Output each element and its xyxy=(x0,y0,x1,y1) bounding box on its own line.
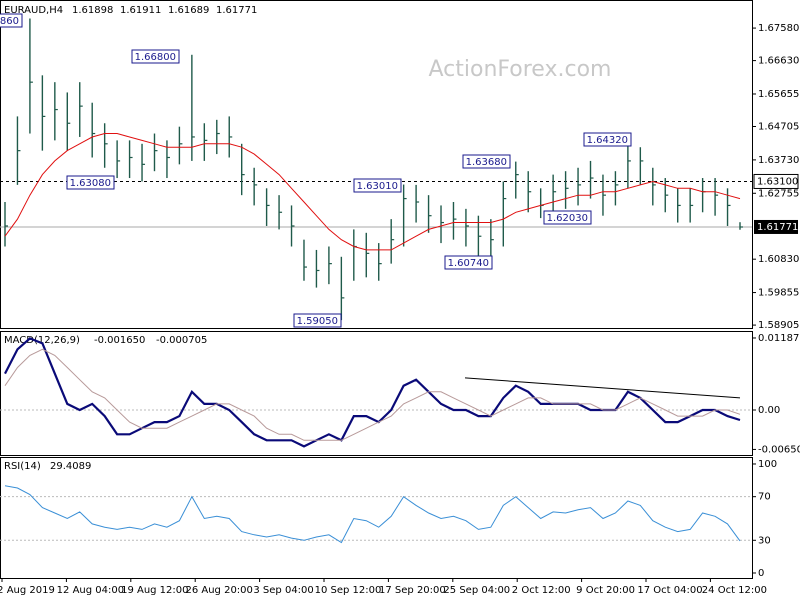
y-tick-label: 100 xyxy=(758,459,777,470)
annotation-box xyxy=(131,49,180,64)
macd-line xyxy=(4,337,741,448)
y-tick-label: 1.59855 xyxy=(758,288,799,299)
rsi-line xyxy=(4,485,741,544)
price-box xyxy=(754,219,798,234)
annotation-label: 1.63680 xyxy=(466,157,507,168)
x-tick-label: 3 Sep 04:00 xyxy=(253,585,313,596)
indicator-value: -0.000705 xyxy=(156,335,207,346)
y-tick-label: 1.63730 xyxy=(758,155,799,166)
annotation-label: 860 xyxy=(0,16,19,27)
chart-title: EURAUD,H4 xyxy=(4,5,63,16)
indicator-title: MACD(12,26,9) xyxy=(4,335,80,346)
y-tick-label: 1.64705 xyxy=(758,122,799,133)
x-tick-label: 25 Sep 04:00 xyxy=(443,585,510,596)
level-label: 1.63100 xyxy=(757,176,798,187)
annotation-box xyxy=(293,313,342,328)
annotation-box xyxy=(66,175,115,190)
y-tick-label: 1.62755 xyxy=(758,188,799,199)
annotation-box xyxy=(0,13,23,28)
x-tick-label: 2 Oct 12:00 xyxy=(512,585,571,596)
annotation-label: 1.62030 xyxy=(547,213,588,224)
x-tick-label: 2 Aug 2019 xyxy=(0,585,55,596)
ohlc-value: 1.61911 xyxy=(120,5,161,16)
annotation-box xyxy=(543,210,592,225)
indicator-title: RSI(14) xyxy=(4,461,41,472)
x-tick-label: 17 Oct 04:00 xyxy=(637,585,702,596)
level-box xyxy=(753,173,799,189)
y-tick-label: 30 xyxy=(758,535,771,546)
annotation-box xyxy=(583,132,632,147)
annotation-label: 1.59050 xyxy=(297,316,338,327)
annotation-label: 1.63010 xyxy=(357,181,398,192)
signal-line xyxy=(4,348,741,441)
indicator-value: -0.001650 xyxy=(94,335,145,346)
annotation-label: 1.66800 xyxy=(135,52,176,63)
macd-panel xyxy=(0,331,753,456)
ohlc-value: 1.61771 xyxy=(216,5,257,16)
x-tick-label: 19 Aug 12:00 xyxy=(121,585,188,596)
x-tick-label: 9 Oct 20:00 xyxy=(576,585,635,596)
ohlc-value: 1.61898 xyxy=(72,5,113,16)
price-label: 1.61771 xyxy=(757,222,798,233)
x-tick-label: 17 Sep 20:00 xyxy=(379,585,446,596)
x-tick-label: 26 Aug 20:00 xyxy=(185,585,252,596)
annotation-label: 1.63080 xyxy=(70,178,111,189)
moving-average xyxy=(4,133,741,251)
y-tick-label: 0.01187 xyxy=(758,333,799,344)
rsi-panel xyxy=(0,457,753,579)
annotation-box xyxy=(353,178,402,193)
y-tick-label: 1.65655 xyxy=(758,89,799,100)
annotation-box xyxy=(462,154,511,169)
watermark: ActionForex.com xyxy=(429,57,612,82)
y-tick-label: 0 xyxy=(758,568,764,579)
price-panel xyxy=(0,0,753,329)
x-tick-label: 24 Oct 12:00 xyxy=(702,585,767,596)
indicator-value: 29.4089 xyxy=(50,461,91,472)
y-tick-label: 70 xyxy=(758,492,771,503)
y-tick-label: 1.60830 xyxy=(758,254,799,265)
y-tick-label: 1.58905 xyxy=(758,320,799,331)
annotation-label: 1.60740 xyxy=(448,258,489,269)
annotation-box xyxy=(444,255,493,270)
trendline xyxy=(464,377,741,399)
x-tick-label: 12 Aug 04:00 xyxy=(57,585,124,596)
y-tick-label: -0.006502 xyxy=(758,444,800,455)
y-tick-label: 1.67580 xyxy=(758,23,799,34)
y-tick-label: 0.00 xyxy=(758,405,780,416)
ohlc-value: 1.61689 xyxy=(168,5,209,16)
x-tick-label: 10 Sep 12:00 xyxy=(315,585,382,596)
annotation-label: 1.64320 xyxy=(587,135,628,146)
y-tick-label: 1.66630 xyxy=(758,56,799,67)
